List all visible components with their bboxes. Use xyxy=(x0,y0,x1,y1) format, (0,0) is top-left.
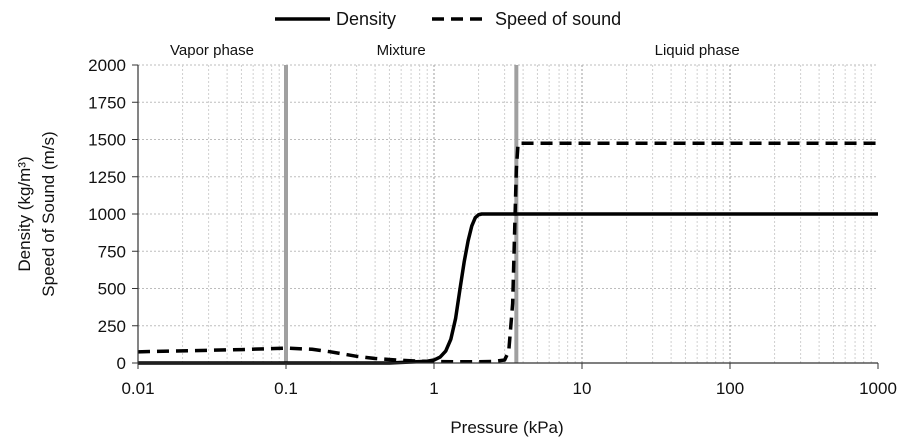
x-tick-label: 0.1 xyxy=(274,379,298,398)
y-tick-label: 1500 xyxy=(88,131,126,150)
x-axis-title: Pressure (kPa) xyxy=(450,418,563,437)
y-tick-label: 250 xyxy=(98,317,126,336)
x-tick-label: 10 xyxy=(573,379,592,398)
y-axis-title-speed: Speed of Sound (m/s) xyxy=(39,131,58,296)
legend-label-speed-of-sound: Speed of sound xyxy=(495,9,621,29)
series-line-speed-of-sound xyxy=(137,141,878,364)
legend: Density Speed of sound xyxy=(275,9,621,29)
legend-label-density: Density xyxy=(336,9,396,29)
tick-labels: 0 250 500 750 1000 1250 1500 1750 2000 0.01 0.1 1 10… xyxy=(88,56,897,398)
y-tick-label: 1250 xyxy=(88,168,126,187)
region-label: Liquid phase xyxy=(655,42,740,59)
y-tick-label: 2000 xyxy=(88,56,126,75)
region-label: Vapor phase xyxy=(170,42,254,59)
x-tick-label: 100 xyxy=(716,379,744,398)
series-lines xyxy=(137,141,878,365)
y-tick-label: 750 xyxy=(98,242,126,261)
x-tick-label: 1000 xyxy=(859,379,897,398)
y-tick-label: 0 xyxy=(117,354,126,373)
y-tick-label: 500 xyxy=(98,280,126,299)
x-tick-label: 0.01 xyxy=(121,379,154,398)
y-tick-label: 1000 xyxy=(88,205,126,224)
region-label: Mixture xyxy=(377,42,426,59)
y-tick-label: 1750 xyxy=(88,93,126,112)
y-axis-title-density: Density (kg/m³) xyxy=(15,156,34,271)
region-labels: Vapor phase Mixture Liquid phase xyxy=(170,42,740,59)
x-tick-label: 1 xyxy=(429,379,438,398)
axes xyxy=(132,64,879,369)
